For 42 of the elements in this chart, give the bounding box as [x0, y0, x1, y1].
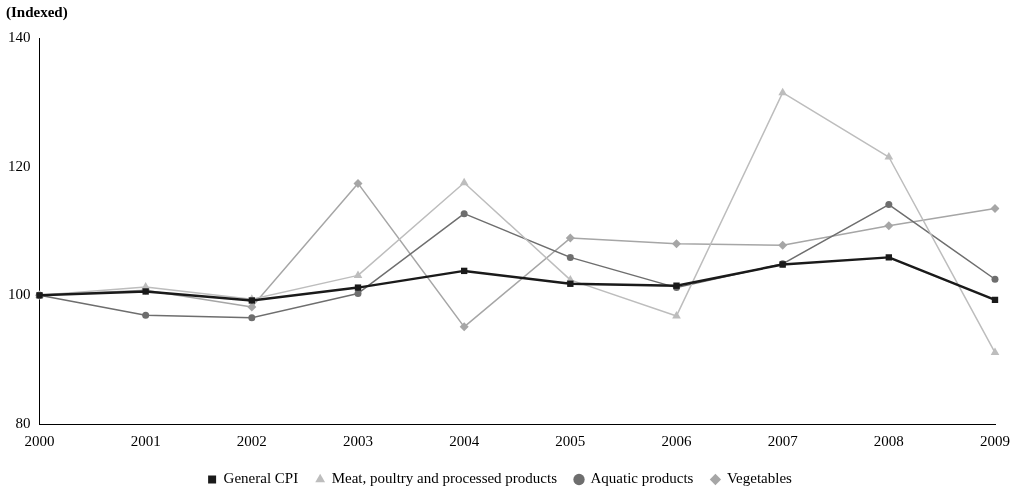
point — [459, 322, 469, 332]
x-tick-label: 2004 — [449, 432, 480, 449]
y-tick-label: 120 — [8, 157, 31, 174]
point — [567, 280, 574, 287]
y-tick-label: 100 — [8, 286, 31, 303]
point — [247, 302, 257, 312]
point — [353, 270, 363, 278]
x-tick-label: 2002 — [236, 432, 267, 449]
x-tick-label: 2008 — [873, 432, 904, 449]
x-tick-label: 2001 — [130, 432, 161, 449]
point — [778, 87, 787, 96]
legend-label: General CPI — [223, 470, 299, 487]
legend-label: Vegetables — [726, 470, 793, 487]
point — [565, 233, 575, 243]
x-tick-label: 2003 — [343, 432, 373, 449]
x-tick-label: 2005 — [555, 432, 586, 449]
legend-label: Aquatic products — [590, 470, 694, 487]
point — [248, 314, 256, 322]
point — [672, 310, 681, 319]
point — [353, 178, 363, 188]
point — [142, 311, 150, 319]
point — [990, 347, 1000, 356]
y-axis-title: (Indexed) — [6, 4, 68, 21]
x-tick-label: 2009 — [980, 432, 1010, 449]
point — [991, 275, 999, 283]
point — [460, 210, 468, 218]
legend-label: Meat, poultry and processed products — [331, 470, 558, 487]
point — [566, 253, 574, 261]
point — [672, 239, 681, 249]
point — [990, 203, 1000, 213]
y-tick-label: 140 — [8, 28, 31, 45]
y-tick-label: 80 — [15, 414, 31, 431]
point — [459, 177, 469, 186]
point — [354, 284, 362, 291]
x-tick-label: 2006 — [661, 432, 692, 449]
point — [884, 152, 894, 160]
point — [885, 201, 893, 209]
point — [778, 240, 788, 250]
x-tick-label: 2000 — [24, 432, 55, 449]
point — [884, 221, 894, 231]
x-tick-label: 2007 — [767, 432, 799, 449]
point — [885, 254, 893, 261]
